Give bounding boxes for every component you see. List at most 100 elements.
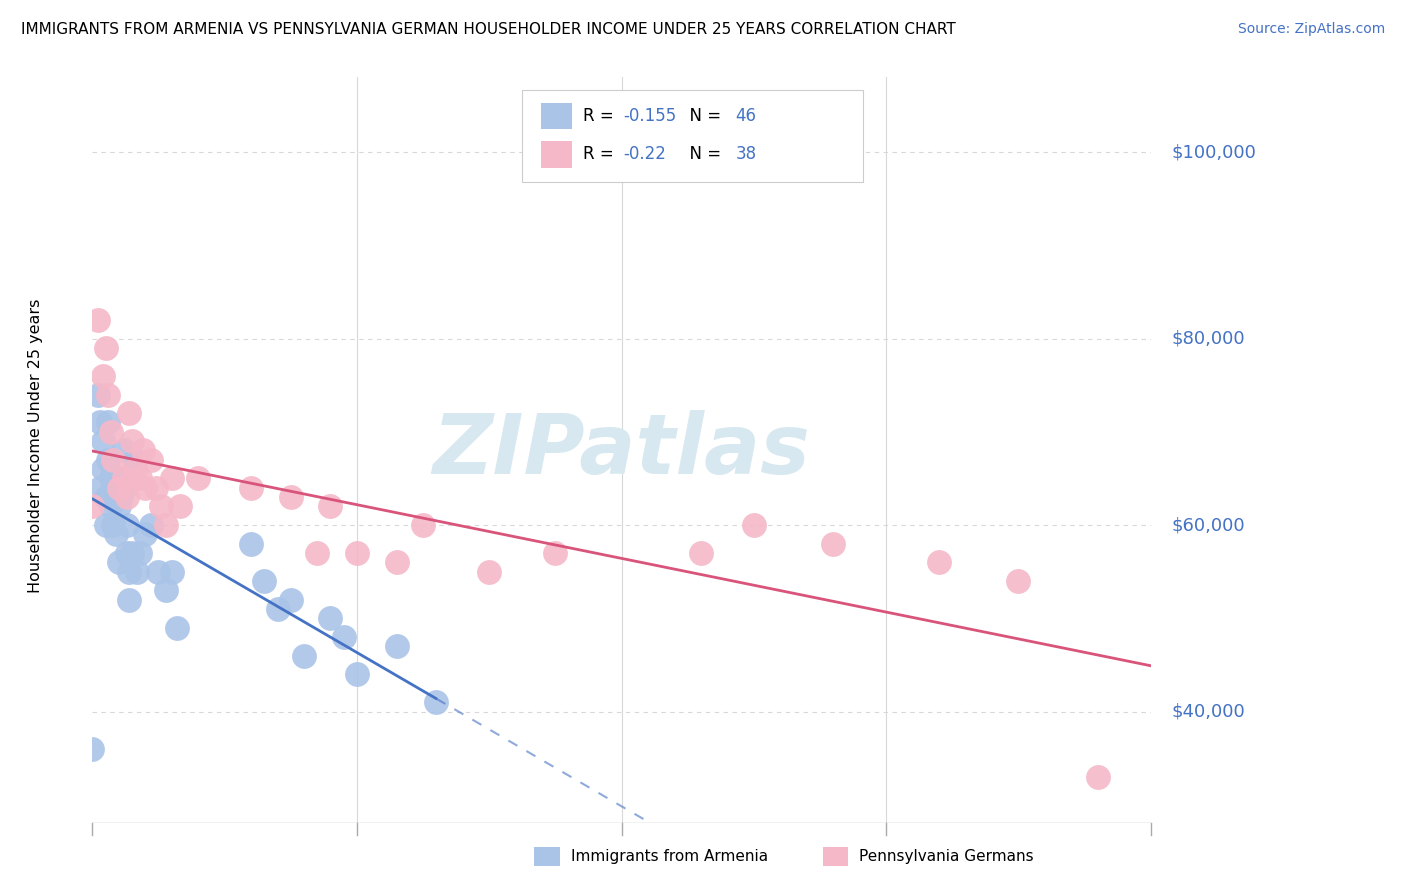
Point xyxy=(86,313,108,327)
Text: -0.22: -0.22 xyxy=(623,145,665,163)
Point xyxy=(134,481,156,495)
Point xyxy=(742,518,765,533)
Point xyxy=(91,434,114,449)
Point xyxy=(169,500,191,514)
Point xyxy=(478,565,501,579)
Text: ZIPatlas: ZIPatlas xyxy=(433,410,810,491)
Point xyxy=(103,452,125,467)
Text: Immigrants from Armenia: Immigrants from Armenia xyxy=(571,849,768,863)
Point xyxy=(115,518,138,533)
Point xyxy=(346,546,368,560)
Point xyxy=(253,574,276,588)
Point xyxy=(107,555,129,569)
Text: R =: R = xyxy=(583,145,620,163)
Point xyxy=(124,452,146,467)
Point xyxy=(307,546,329,560)
Point xyxy=(319,500,342,514)
Point xyxy=(385,555,408,569)
Point xyxy=(94,518,117,533)
Point xyxy=(118,406,141,420)
Point xyxy=(112,443,135,458)
Point xyxy=(266,602,288,616)
Point xyxy=(134,527,156,541)
Point xyxy=(105,527,128,541)
Text: Pennsylvania Germans: Pennsylvania Germans xyxy=(859,849,1033,863)
Point xyxy=(385,640,408,654)
Point xyxy=(105,490,128,504)
Point xyxy=(94,341,117,355)
Point xyxy=(97,387,120,401)
Point xyxy=(107,500,129,514)
Point xyxy=(112,481,135,495)
Point xyxy=(332,630,354,644)
Point xyxy=(107,481,129,495)
Point xyxy=(97,452,120,467)
Point xyxy=(121,434,143,449)
Point xyxy=(928,555,950,569)
Text: $80,000: $80,000 xyxy=(1173,329,1246,348)
Point xyxy=(127,565,149,579)
Point xyxy=(823,537,845,551)
Point xyxy=(148,565,170,579)
Text: Source: ZipAtlas.com: Source: ZipAtlas.com xyxy=(1237,22,1385,37)
Point xyxy=(160,471,183,485)
Point xyxy=(319,611,342,625)
Point xyxy=(115,490,138,504)
Point xyxy=(1007,574,1029,588)
Point xyxy=(100,425,122,439)
Point xyxy=(118,592,141,607)
Point xyxy=(690,546,713,560)
Text: Householder Income Under 25 years: Householder Income Under 25 years xyxy=(28,299,42,593)
Point xyxy=(124,462,146,476)
Point xyxy=(94,490,117,504)
Point xyxy=(100,500,122,514)
Point xyxy=(240,481,263,495)
Point xyxy=(544,546,567,560)
Point xyxy=(89,416,111,430)
Point xyxy=(240,537,263,551)
Point xyxy=(110,490,132,504)
Text: $100,000: $100,000 xyxy=(1173,143,1257,161)
Point xyxy=(280,592,302,607)
Point xyxy=(129,471,152,485)
Point xyxy=(89,481,111,495)
Point xyxy=(139,452,162,467)
Point xyxy=(129,546,152,560)
Point xyxy=(139,518,162,533)
Point xyxy=(280,490,302,504)
Point xyxy=(187,471,209,485)
Point xyxy=(155,518,177,533)
Point xyxy=(292,648,315,663)
Text: $60,000: $60,000 xyxy=(1173,516,1246,534)
Point xyxy=(91,368,114,383)
Point xyxy=(131,443,153,458)
Text: N =: N = xyxy=(679,145,727,163)
Point xyxy=(121,546,143,560)
Text: -0.155: -0.155 xyxy=(623,107,676,125)
Point xyxy=(107,471,129,485)
Point xyxy=(1087,770,1109,784)
Point xyxy=(155,583,177,598)
Point xyxy=(150,500,173,514)
Point xyxy=(82,500,104,514)
Point xyxy=(145,481,167,495)
Point xyxy=(115,546,138,560)
Text: $40,000: $40,000 xyxy=(1173,703,1246,721)
Point xyxy=(112,471,135,485)
Point xyxy=(82,742,104,756)
Point xyxy=(91,462,114,476)
Point xyxy=(412,518,434,533)
Point xyxy=(118,565,141,579)
Point xyxy=(166,621,188,635)
Text: R =: R = xyxy=(583,107,620,125)
Point xyxy=(346,667,368,681)
Point xyxy=(97,416,120,430)
Text: 38: 38 xyxy=(735,145,756,163)
Point xyxy=(425,695,447,709)
Text: 46: 46 xyxy=(735,107,756,125)
Text: IMMIGRANTS FROM ARMENIA VS PENNSYLVANIA GERMAN HOUSEHOLDER INCOME UNDER 25 YEARS: IMMIGRANTS FROM ARMENIA VS PENNSYLVANIA … xyxy=(21,22,956,37)
Point xyxy=(100,471,122,485)
Point xyxy=(160,565,183,579)
Point xyxy=(103,481,125,495)
Text: N =: N = xyxy=(679,107,727,125)
